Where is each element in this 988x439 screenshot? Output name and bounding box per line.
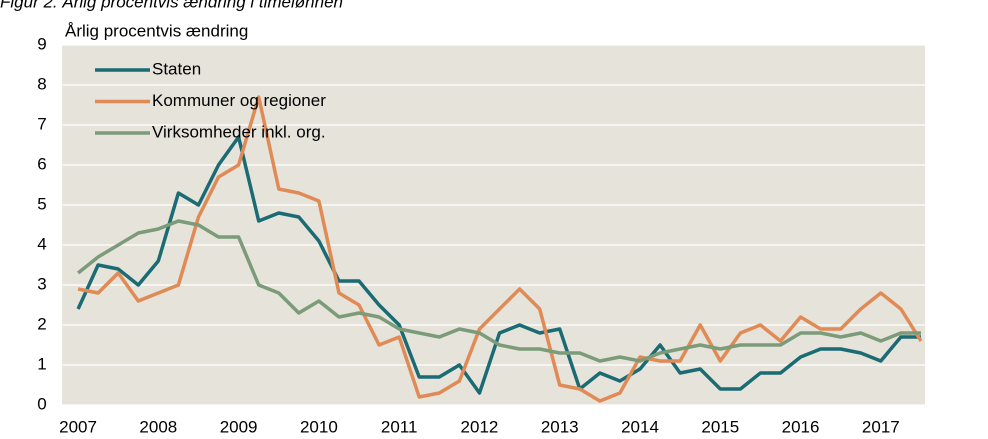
- legend-label: Kommuner og regioner: [152, 91, 326, 110]
- x-tick-label: 2010: [300, 417, 338, 436]
- x-tick-label: 2009: [220, 417, 258, 436]
- y-tick-label: 9: [37, 34, 46, 53]
- y-tick-label: 4: [37, 234, 46, 253]
- x-tick-label: 2011: [381, 417, 418, 436]
- legend-label: Staten: [152, 59, 201, 78]
- y-tick-label: 3: [37, 274, 46, 293]
- x-tick-label: 2013: [541, 417, 579, 436]
- x-tick-label: 2012: [461, 417, 499, 436]
- y-axis-label: Årlig procentvis ændring: [65, 21, 248, 40]
- data-line: [77, 219, 921, 363]
- y-tick-label: 0: [37, 394, 46, 413]
- x-tick-label: 2017: [862, 417, 900, 436]
- legend-label: Virksomheder inkl. org.: [152, 122, 326, 141]
- x-tick-label: 2016: [782, 417, 820, 436]
- chart-title: Figur 2. Årlig procentvis ændring i time…: [0, 0, 343, 11]
- x-tick-label: 2008: [139, 417, 177, 436]
- y-tick-label: 5: [37, 194, 46, 213]
- data-line: [77, 95, 923, 403]
- x-tick-label: 2014: [621, 417, 659, 436]
- x-tick-label: 2007: [59, 417, 97, 436]
- y-tick-label: 1: [37, 354, 46, 373]
- y-tick-label: 7: [37, 114, 46, 133]
- y-tick-label: 6: [37, 154, 46, 173]
- y-tick-label: 8: [37, 74, 46, 93]
- y-tick-label: 2: [37, 314, 46, 333]
- data-line: [76, 135, 921, 395]
- x-tick-label: 2015: [701, 417, 739, 436]
